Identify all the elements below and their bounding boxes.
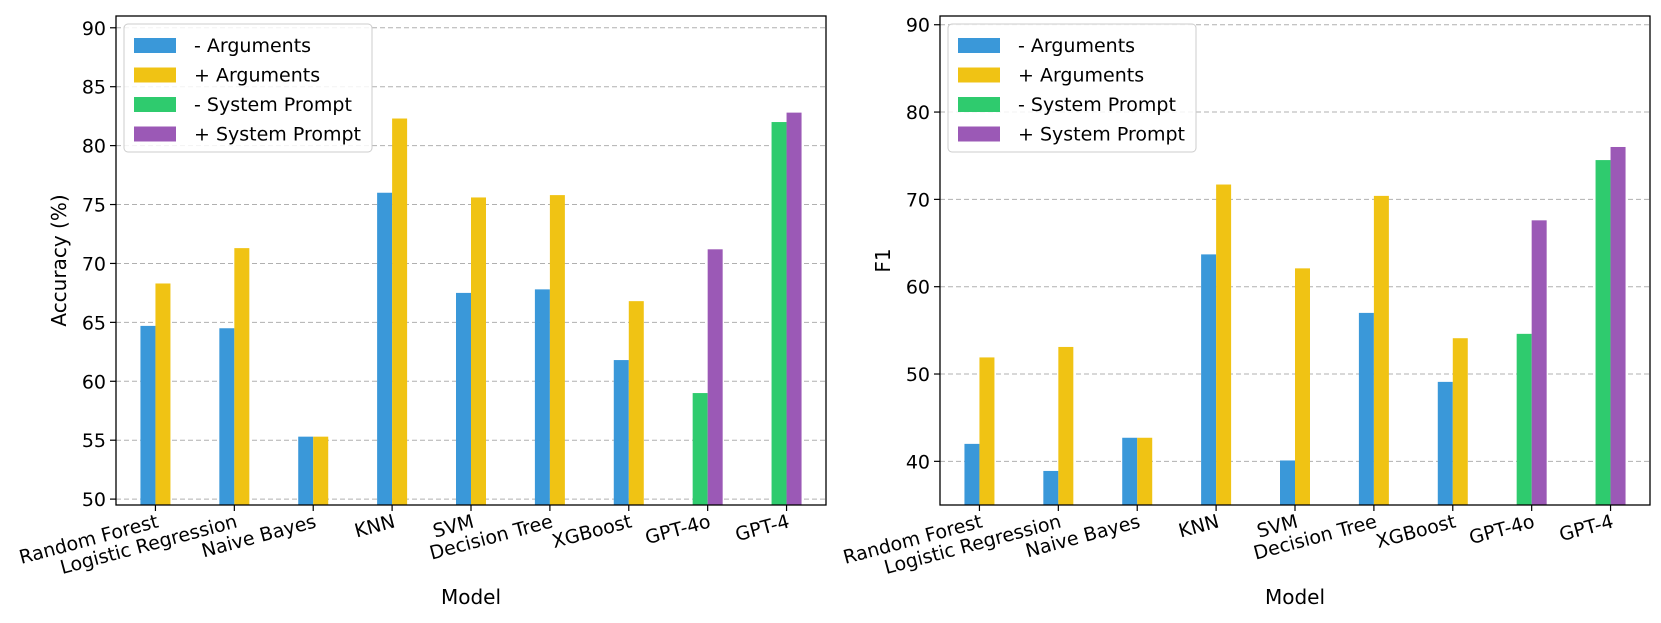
- bar-decision-tree-arguments: [549, 195, 565, 505]
- bar-random-forest-arguments: [155, 283, 171, 505]
- legend-box: [947, 23, 1197, 153]
- legend-box: [123, 23, 373, 153]
- legend-swatch: [134, 67, 176, 83]
- x-tick-label: KNN: [1176, 511, 1221, 543]
- legend-label: + Arguments: [1018, 65, 1144, 87]
- bar-decision-tree-arguments: [1373, 195, 1389, 505]
- bar-gpt-4-system-prompt: [1595, 160, 1611, 505]
- y-tick-label: 50: [82, 489, 106, 511]
- y-tick-label: 70: [906, 189, 930, 211]
- bar-xgboost-arguments: [628, 301, 644, 505]
- y-tick-label: 80: [906, 102, 930, 124]
- y-tick-label: 90: [82, 18, 106, 40]
- legend-label: - Arguments: [1018, 35, 1135, 57]
- x-tick-label: GPT-4o: [643, 511, 713, 549]
- y-tick-label: 60: [82, 371, 106, 393]
- legend-swatch: [134, 126, 176, 142]
- x-tick-label: GPT-4: [733, 511, 792, 546]
- bar-xgboost-arguments: [1452, 338, 1468, 505]
- bar-svm-arguments: [456, 292, 471, 505]
- legend: - Arguments + Arguments - System Prompt + S…: [947, 23, 1197, 153]
- legend-label: - System Prompt: [1018, 94, 1176, 116]
- bar-gpt-4o-system-prompt: [692, 393, 708, 505]
- x-axis-title: Model: [1265, 585, 1325, 609]
- y-tick-label: 50: [906, 364, 930, 386]
- x-tick-label: XGBoost: [1374, 511, 1458, 553]
- y-tick-label: 80: [82, 136, 106, 158]
- bar-decision-tree-arguments: [534, 289, 550, 505]
- bar-gpt-4-system-prompt: [786, 112, 802, 505]
- y-tick-label: 55: [82, 430, 106, 452]
- x-tick-label: XGBoost: [550, 511, 634, 553]
- bar-xgboost-arguments: [1437, 381, 1453, 505]
- legend-swatch: [958, 97, 1000, 112]
- legend-label: + System Prompt: [1018, 124, 1185, 146]
- y-tick-label: 85: [82, 77, 106, 99]
- bar-logistic-regression-arguments: [219, 328, 235, 505]
- y-tick-label: 40: [906, 451, 930, 473]
- bar-random-forest-arguments: [140, 325, 156, 505]
- legend-label: + System Prompt: [194, 124, 361, 146]
- bar-logistic-regression-arguments: [1058, 346, 1074, 505]
- bar-random-forest-arguments: [964, 443, 980, 505]
- x-axis-title: Model: [441, 585, 501, 609]
- bar-gpt-4o-system-prompt: [1531, 220, 1547, 505]
- legend-label: + Arguments: [194, 65, 320, 87]
- y-tick-label: 90: [906, 15, 930, 37]
- legend-swatch: [958, 126, 1000, 142]
- bar-knn-arguments: [1201, 254, 1217, 505]
- bar-knn-arguments: [1216, 184, 1232, 506]
- plot-frame: [115, 15, 827, 506]
- y-axis-title: Accuracy (%): [47, 194, 71, 326]
- plot-frame: [939, 15, 1651, 506]
- bar-logistic-regression-arguments: [234, 248, 250, 505]
- y-tick-label: 65: [82, 312, 106, 334]
- legend: - Arguments + Arguments - System Prompt + S…: [123, 23, 373, 153]
- bar-decision-tree-arguments: [1358, 312, 1374, 505]
- bar-svm-arguments: [1295, 268, 1310, 505]
- bar-naive-bayes-arguments: [313, 436, 329, 505]
- x-tick-label: KNN: [352, 511, 397, 543]
- bar-svm-arguments: [471, 197, 486, 505]
- bar-knn-arguments: [377, 192, 393, 505]
- bar-naive-bayes-arguments: [298, 436, 314, 505]
- x-tick-label: GPT-4o: [1467, 511, 1537, 549]
- y-tick-label: 60: [906, 277, 930, 299]
- legend-swatch: [134, 38, 176, 53]
- legend-swatch: [958, 38, 1000, 53]
- bar-gpt-4o-system-prompt: [707, 249, 723, 505]
- legend-swatch: [958, 67, 1000, 83]
- bar-knn-arguments: [392, 118, 408, 506]
- bar-svm-arguments: [1280, 460, 1295, 505]
- bar-gpt-4-system-prompt: [771, 122, 787, 506]
- bar-xgboost-arguments: [613, 360, 629, 505]
- bar-random-forest-arguments: [979, 357, 995, 505]
- bar-naive-bayes-arguments: [1137, 437, 1153, 505]
- legend-swatch: [134, 97, 176, 112]
- bar-logistic-regression-arguments: [1043, 470, 1059, 505]
- legend-label: - System Prompt: [194, 94, 352, 116]
- legend-label: - Arguments: [194, 35, 311, 57]
- bar-naive-bayes-arguments: [1122, 437, 1138, 505]
- y-tick-label: 70: [82, 253, 106, 275]
- y-tick-label: 75: [82, 195, 106, 217]
- bar-gpt-4o-system-prompt: [1516, 333, 1532, 505]
- x-tick-label: GPT-4: [1557, 511, 1616, 546]
- y-axis-title: F1: [871, 248, 895, 272]
- bar-gpt-4-system-prompt: [1610, 146, 1626, 505]
